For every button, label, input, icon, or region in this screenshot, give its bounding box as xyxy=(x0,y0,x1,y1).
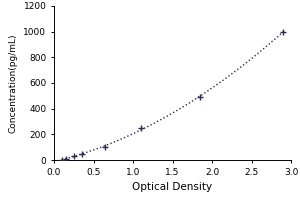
X-axis label: Optical Density: Optical Density xyxy=(132,182,213,192)
Y-axis label: Concentration(pg/mL): Concentration(pg/mL) xyxy=(9,33,18,133)
